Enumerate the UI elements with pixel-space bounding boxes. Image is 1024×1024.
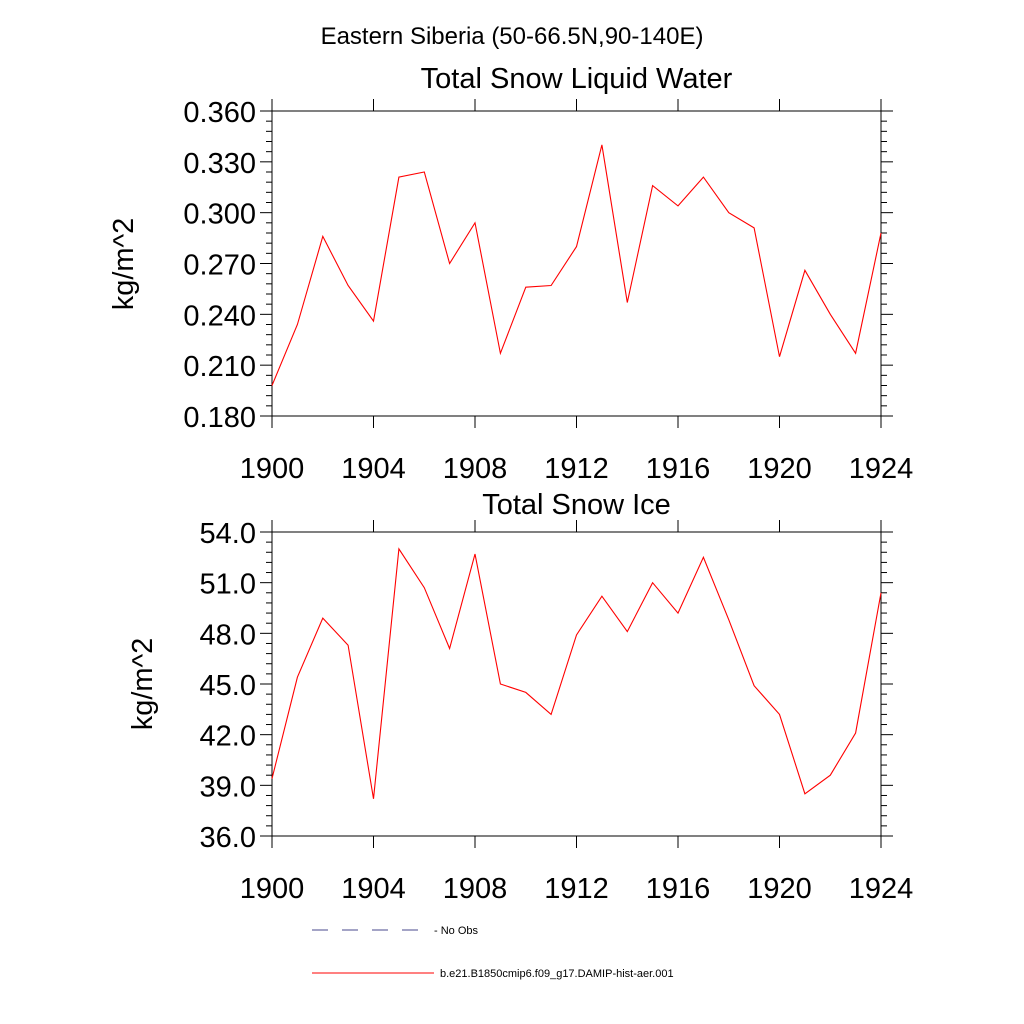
y-tick-label: 39.0 xyxy=(200,771,256,803)
x-tick-label: 1900 xyxy=(240,873,305,905)
series-line xyxy=(271,144,882,386)
y-tick-label: 54.0 xyxy=(200,518,256,550)
y-tick-label: 42.0 xyxy=(200,721,256,753)
panel-snow-ice: Total Snow Ice kg/m^2 36.0 39.0 42.0 45.0 48.0… xyxy=(127,489,913,905)
x-tick-label: 1916 xyxy=(646,873,711,905)
y-axis-label: kg/m^2 xyxy=(127,638,159,731)
y-tick-label: 0.360 xyxy=(183,97,256,129)
y-tick-label: 0.300 xyxy=(183,199,256,231)
chart-title: Total Snow Ice xyxy=(482,489,671,521)
legend: - No Obs b.e21.B1850cmip6.f09_g17.DAMIP-… xyxy=(312,925,674,980)
legend-model-label: b.e21.B1850cmip6.f09_g17.DAMIP-hist-aer.… xyxy=(440,968,674,980)
y-tick-label: 0.330 xyxy=(183,148,256,180)
y-tick-label: 0.180 xyxy=(183,402,256,434)
y-tick-label: 51.0 xyxy=(200,569,256,601)
x-tick-label: 1912 xyxy=(544,453,609,485)
legend-no-obs-label: - No Obs xyxy=(434,925,479,937)
y-tick-label: 0.240 xyxy=(183,300,256,332)
y-tick-label: 0.210 xyxy=(183,351,256,383)
x-tick-label: 1920 xyxy=(747,873,812,905)
y-tick-label: 45.0 xyxy=(200,670,256,702)
y-axis-label: kg/m^2 xyxy=(108,218,140,311)
x-tick-label: 1924 xyxy=(849,873,914,905)
x-tick-label: 1908 xyxy=(443,453,508,485)
x-tick-label: 1904 xyxy=(341,873,406,905)
plot-frame xyxy=(271,110,882,417)
figure-suptitle: Eastern Siberia (50-66.5N,90-140E) xyxy=(321,23,704,50)
y-tick-label: 36.0 xyxy=(200,822,256,854)
chart-title: Total Snow Liquid Water xyxy=(421,63,733,95)
x-tick-label: 1924 xyxy=(849,453,914,485)
x-tick-label: 1912 xyxy=(544,873,609,905)
y-tick-label: 48.0 xyxy=(200,619,256,651)
series-line xyxy=(271,547,882,799)
x-tick-label: 1904 xyxy=(341,453,406,485)
x-tick-label: 1900 xyxy=(240,453,305,485)
y-tick-label: 0.270 xyxy=(183,250,256,282)
x-tick-label: 1908 xyxy=(443,873,508,905)
x-tick-label: 1920 xyxy=(747,453,812,485)
panel-snow-liquid-water: Total Snow Liquid Water kg/m^2 0.180 0.210 0… xyxy=(108,63,913,485)
x-tick-label: 1916 xyxy=(646,453,711,485)
plot-frame xyxy=(271,531,882,837)
